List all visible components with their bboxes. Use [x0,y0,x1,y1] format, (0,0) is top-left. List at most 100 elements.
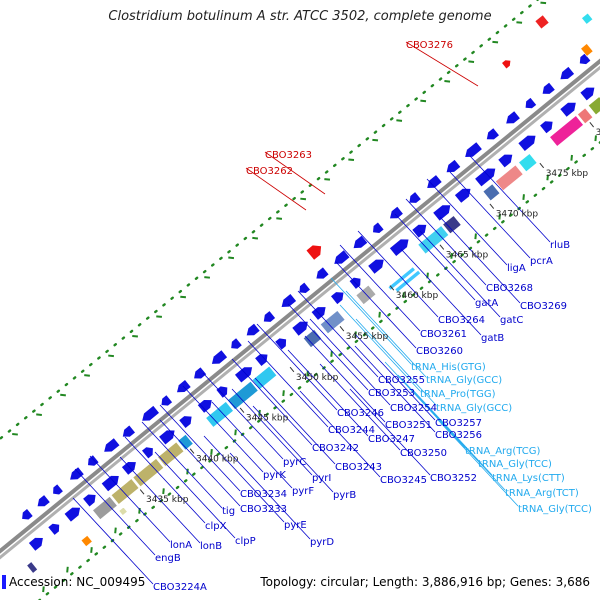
leader-line-engB [74,468,156,556]
gene-label-CBO3264: CBO3264 [438,315,485,326]
leader-line-pyrI [231,388,313,476]
skew-dash [114,527,117,534]
gene-label-CBO3257: CBO3257 [435,418,482,429]
feature-tracks [22,12,600,574]
feature-box [355,284,377,306]
leader-line-CBO3242 [231,358,313,446]
dotted-track-0 [0,0,540,441]
gene-label-tRNA_ArgTCT: tRNA_Arg(TCT) [505,488,579,499]
skew-dash [396,119,403,122]
cds-arrow-rev [299,282,310,293]
skew-dash [450,252,453,259]
gene-label-pyrI: pyrI [312,473,331,484]
leader-line-CBO3261 [339,244,421,332]
kbp-tick-label: 3435 kbp [146,495,189,505]
red-feature-box [534,14,550,30]
leader-line-CBO3233 [159,419,241,507]
gene-label-CBO3246: CBO3246 [337,408,384,419]
skew-dash [300,197,307,201]
label-leader-lines [72,41,551,585]
leader-line-CBO3263 [264,151,326,195]
trna-bar [394,269,422,293]
cds-arrow-rev [427,175,442,188]
skew-dash [282,390,285,397]
gene-label-tRNA_ArgTCG: tRNA_Arg(TCG) [465,446,540,457]
skew-dash [180,295,187,299]
skew-dash [228,256,235,260]
feature-box [549,115,584,147]
cds-arrow-rev [506,111,520,124]
map-footer: Accession: NC_009495 Topology: circular;… [0,572,600,594]
cds-arrow-fwd [142,447,153,459]
cds-arrow-rev [194,367,207,379]
cds-arrow-fwd [389,239,409,256]
leader-line-CBO3254 [309,318,391,406]
leader-line-clpX [124,436,206,524]
gene-label-pyrC: pyrC [283,457,306,468]
cds-arrow-fwd [28,537,43,551]
gene-label-CBO3252: CBO3252 [430,473,477,484]
genome-backbone [0,58,600,560]
leader-line-CBO3268 [405,198,487,286]
leader-line-pyrF [211,401,293,489]
cds-arrow-fwd [101,475,119,492]
skew-dash [36,413,42,416]
skew-dash [108,354,114,358]
gene-label-engB: engB [155,553,181,564]
cds-arrow-rev [53,484,63,495]
kbp-tick-label: 3450 kbp [296,373,339,383]
skew-dash [468,60,475,63]
skew-dash [570,154,573,161]
gene-label-pyrK: pyrK [263,470,286,481]
kbp-tick-mark [239,407,245,413]
gene-label-CBO3263: CBO3263 [265,150,312,161]
cds-arrow-fwd [292,321,308,336]
cds-arrow-rev [560,66,575,80]
skew-dash [516,21,523,24]
leader-line-CBO3264 [357,230,439,318]
leader-line-tRNA_ArgTCG [384,361,466,449]
gene-label-lonA: lonA [170,540,192,551]
leader-line-CBO3260 [335,261,417,349]
marker-cyan [581,12,594,25]
cds-arrow-rev [177,380,191,393]
gene-label-CBO3247: CBO3247 [368,434,415,445]
cds-arrow-rev [542,82,555,94]
kbp-tick-marks: 3435 kbp 3440 kbp 3445 kbp 3450 kbp 3455 kbp… [139,122,600,505]
leader-line-clpP [154,451,236,539]
cds-arrow-fwd [349,277,361,289]
kbp-tick-label: 3460 kbp [396,291,439,301]
gene-label-CBO3251: CBO3251 [385,420,432,431]
leader-line-CBO3244 [247,340,329,428]
cds-arrow-rev [263,311,276,322]
kbp-tick-label: 3440 kbp [196,454,239,464]
kbp-tick-label: 3470 kbp [496,210,539,220]
gene-label-CBO3250: CBO3250 [400,448,447,459]
cds-arrow-rev [446,159,461,173]
kbp-tick-mark [539,162,545,169]
skew-dash [492,40,499,44]
cds-arrow-rev [211,350,228,364]
gene-label-clpP: clpP [235,536,256,547]
cds-arrow-fwd [368,259,384,274]
gene-label-CBO3262: CBO3262 [246,166,293,177]
skew-dash [324,178,331,181]
cds-arrow-rev [353,235,368,249]
cds-arrow-rev [161,395,173,406]
skew-dash [204,276,211,279]
leader-line-lonB [119,456,201,544]
leader-line-pyrB [252,405,334,493]
feature-box [132,458,165,488]
gene-label-pyrE: pyrE [284,520,307,531]
gene-label-CBO3245: CBO3245 [380,475,427,486]
skew-dash [474,233,477,240]
cds-arrow-fwd [412,224,427,238]
skew-dash [276,217,283,220]
gene-label-CBO3261: CBO3261 [420,329,467,340]
gene-label-tRNA_HisGTG: tRNA_His(GTG) [411,362,486,373]
feature-box [442,215,462,235]
leader-line-CBO3257 [354,333,436,421]
gene-label-CBO3224A: CBO3224A [153,582,207,593]
skew-dash [594,135,597,142]
